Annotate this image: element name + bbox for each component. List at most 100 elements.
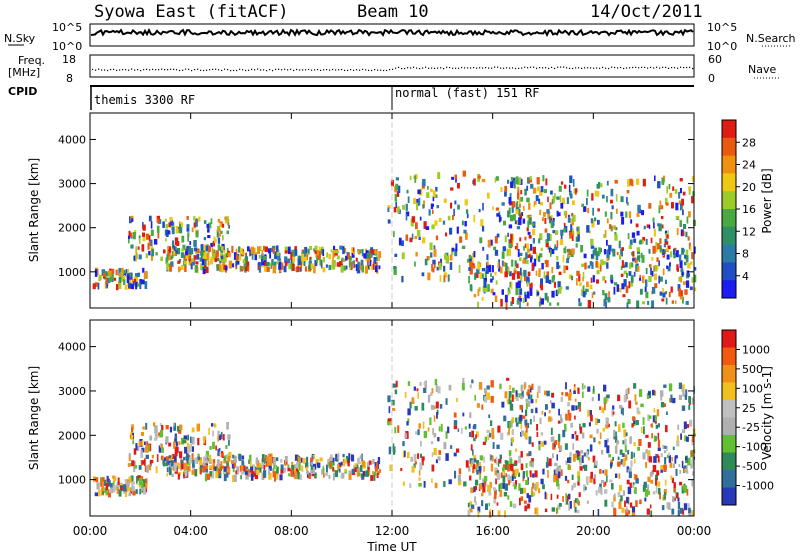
freq-dot — [488, 67, 490, 69]
echo-cell — [518, 455, 521, 464]
echo-cell — [558, 185, 562, 192]
echo-cell — [219, 257, 221, 261]
nsearch-max-label: 10^5 — [707, 21, 737, 34]
echo-cell — [539, 284, 543, 289]
echo-cell — [527, 281, 529, 286]
echo-cell — [659, 245, 662, 252]
echo-cell — [691, 252, 694, 260]
freq-dot — [530, 66, 532, 68]
echo-cell — [167, 251, 170, 256]
echo-cell — [511, 259, 514, 267]
echo-cell — [162, 221, 165, 228]
echo-cell — [419, 382, 422, 386]
echo-cell — [634, 474, 638, 479]
echo-cell — [657, 243, 660, 250]
echo-cell — [443, 272, 448, 278]
echo-cell — [165, 223, 169, 229]
echo-cell — [491, 434, 495, 440]
echo-cell — [494, 249, 499, 256]
echo-cell — [156, 215, 160, 221]
echo-cell — [661, 505, 665, 511]
echo-cell — [658, 275, 660, 284]
echo-cell — [649, 264, 652, 268]
echo-cell — [248, 460, 251, 464]
echo-cell — [557, 471, 561, 479]
echo-cell — [183, 435, 188, 440]
echo-cell — [450, 187, 454, 191]
echo-cell — [481, 273, 484, 279]
echo-cell — [691, 510, 694, 517]
echo-cell — [276, 471, 279, 480]
freq-dot — [542, 67, 544, 69]
echo-cell — [642, 452, 646, 460]
echo-cell — [347, 460, 350, 467]
echo-cell — [556, 196, 560, 200]
colorbar-tick-label: 4 — [742, 270, 749, 283]
echo-cell — [604, 489, 608, 494]
echo-cell — [540, 201, 543, 206]
echo-cell — [528, 217, 532, 225]
echo-cell — [553, 217, 555, 222]
echo-cell — [557, 483, 560, 490]
echo-cell — [611, 501, 614, 508]
echo-cell — [598, 182, 601, 188]
echo-cell — [198, 457, 203, 461]
echo-cell — [587, 409, 591, 417]
echo-cell — [650, 267, 652, 275]
echo-cell — [486, 392, 490, 400]
echo-cell — [584, 486, 587, 490]
echo-cell — [503, 262, 507, 267]
echo-cell — [413, 463, 416, 469]
echo-cell — [530, 256, 533, 263]
echo-cell — [165, 436, 169, 444]
echo-cell — [693, 267, 697, 271]
echo-cell — [531, 461, 534, 468]
echo-cell — [423, 382, 427, 386]
freq-trace — [92, 66, 694, 72]
freq-dot — [341, 68, 343, 71]
echo-cell — [212, 470, 215, 479]
echo-cell — [231, 460, 235, 469]
echo-cell — [303, 256, 308, 261]
echo-cell — [603, 483, 606, 487]
echo-cell — [662, 292, 666, 298]
echo-cell — [184, 446, 188, 454]
echo-cell — [419, 462, 423, 470]
echo-cell — [305, 462, 309, 468]
echo-cell — [573, 499, 576, 508]
echo-cell — [516, 300, 519, 305]
echo-cell — [507, 267, 510, 275]
echo-cell — [186, 224, 190, 232]
echo-cell — [677, 497, 680, 502]
echo-cell — [236, 466, 240, 471]
echo-cell — [512, 482, 515, 487]
echo-cell — [576, 456, 580, 461]
echo-cell — [569, 452, 572, 457]
echo-cell — [515, 448, 518, 452]
echo-cell — [218, 470, 222, 477]
echo-cell — [407, 381, 411, 386]
echo-cell — [449, 254, 453, 261]
y-tick-label: 1000 — [58, 266, 86, 279]
echo-cell — [422, 178, 426, 187]
echo-cell — [569, 190, 572, 196]
echo-cell — [535, 407, 538, 414]
echo-cell — [563, 211, 567, 216]
echo-cell — [188, 255, 191, 260]
echo-cell — [387, 205, 391, 209]
y-tick-label: 3000 — [58, 385, 86, 398]
echo-cell — [638, 240, 642, 245]
echo-cell — [586, 189, 589, 197]
echo-cell — [623, 279, 627, 287]
echo-cell — [349, 255, 352, 261]
echo-cell — [667, 245, 671, 250]
echo-cell — [120, 487, 123, 492]
echo-cell — [633, 458, 636, 464]
echo-cell — [515, 282, 519, 289]
echo-cell — [671, 457, 673, 462]
echo-cell — [166, 253, 169, 260]
echo-cell — [130, 244, 134, 249]
echo-cell — [227, 456, 231, 462]
echo-cell — [613, 286, 616, 295]
echo-cell — [691, 459, 694, 466]
